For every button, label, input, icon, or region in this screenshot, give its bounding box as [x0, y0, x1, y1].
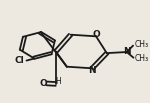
Text: CH₃: CH₃	[135, 54, 149, 63]
Text: Cl: Cl	[14, 56, 24, 66]
Text: N: N	[88, 66, 96, 75]
Text: CH₃: CH₃	[134, 40, 148, 49]
Text: O: O	[40, 79, 48, 88]
Text: H: H	[56, 77, 61, 86]
Text: O: O	[93, 30, 101, 39]
Text: N: N	[123, 47, 130, 56]
